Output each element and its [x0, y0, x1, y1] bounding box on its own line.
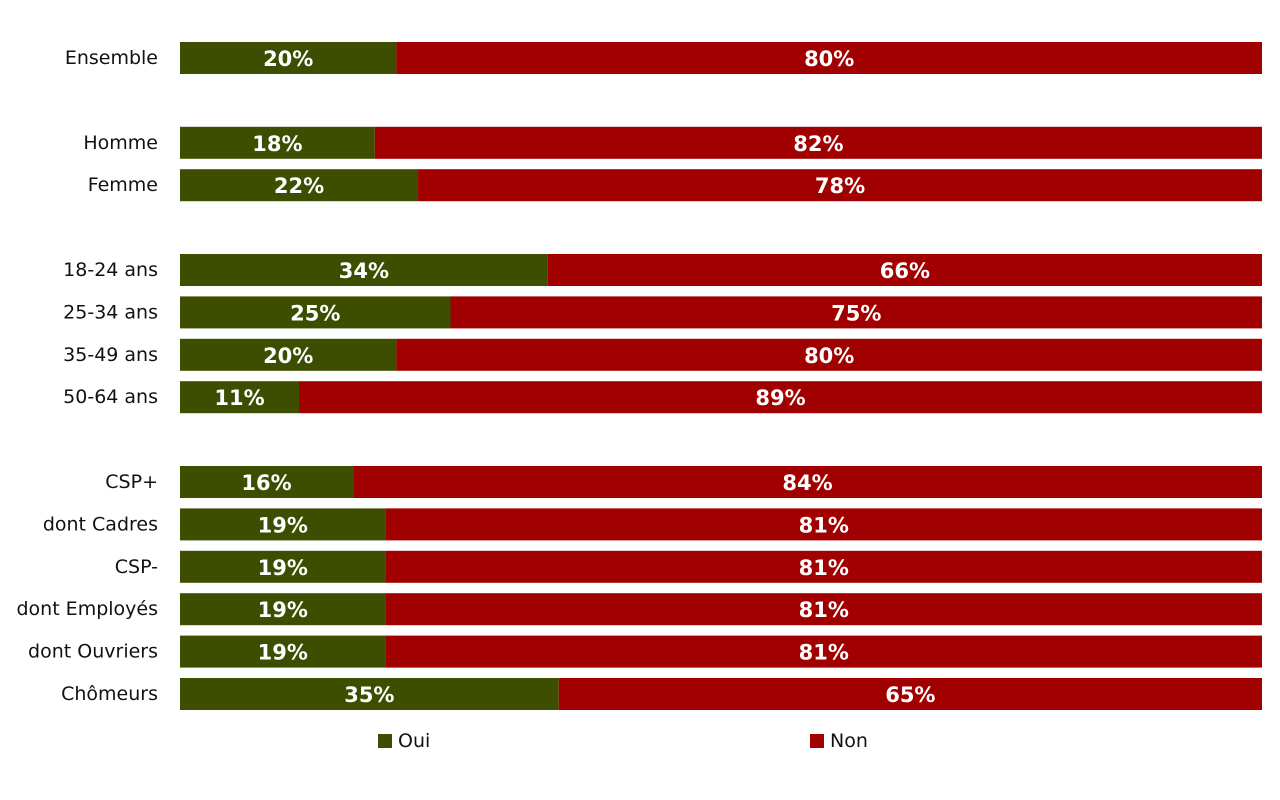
legend-item-oui: Oui — [378, 730, 430, 752]
value-label-non-dont-ouvriers: 81% — [799, 641, 849, 665]
category-label-50-64-ans: 50-64 ans — [63, 386, 158, 408]
value-label-oui-dont-cadres: 19% — [258, 513, 308, 537]
value-label-non-35-49-ans: 80% — [804, 344, 854, 368]
legend-swatch-non — [810, 734, 824, 748]
bar-oui-csp — [180, 466, 354, 498]
legend-swatch-oui — [378, 734, 392, 748]
bar-oui-homme — [180, 126, 375, 159]
category-label-35-49-ans: 35-49 ans — [63, 344, 158, 366]
bar-non-csp — [385, 550, 1263, 583]
category-label-ensemble: Ensemble — [65, 47, 158, 69]
category-label-dont-cadres: dont Cadres — [43, 513, 158, 535]
category-label-25-34-ans: 25-34 ans — [63, 301, 158, 323]
bar-oui-18-24-ans — [180, 254, 548, 286]
value-label-oui-csp: 19% — [258, 556, 308, 580]
value-label-oui-chomeurs: 35% — [344, 683, 394, 707]
category-label-csp: CSP+ — [105, 471, 158, 493]
value-label-non-18-24-ans: 66% — [880, 259, 930, 283]
value-label-oui-25-34-ans: 25% — [290, 301, 340, 325]
bar-oui-csp — [180, 550, 386, 583]
value-label-non-ensemble: 80% — [804, 47, 854, 71]
bar-oui-dont-ouvriers — [180, 635, 386, 668]
bar-oui-35-49-ans — [180, 338, 397, 371]
value-label-oui-femme: 22% — [274, 174, 324, 198]
value-label-oui-18-24-ans: 34% — [339, 259, 389, 283]
legend-label-oui: Oui — [398, 730, 431, 752]
bar-non-chomeurs — [558, 678, 1262, 710]
bar-non-35-49-ans — [396, 338, 1262, 371]
value-label-oui-dont-employes: 19% — [258, 598, 308, 622]
category-label-18-24-ans: 18-24 ans — [63, 259, 158, 281]
bar-oui-femme — [180, 169, 419, 202]
value-label-oui-35-49-ans: 20% — [263, 344, 313, 368]
bar-non-dont-ouvriers — [385, 635, 1263, 668]
value-label-non-homme: 82% — [793, 132, 843, 156]
category-label-dont-employes: dont Employés — [16, 598, 158, 620]
bar-oui-25-34-ans — [180, 296, 451, 329]
category-label-femme: Femme — [88, 174, 158, 196]
category-label-csp: CSP- — [115, 556, 158, 578]
value-label-non-chomeurs: 65% — [885, 683, 935, 707]
bar-non-18-24-ans — [547, 254, 1262, 286]
legend-label-non: Non — [830, 730, 868, 752]
bar-non-dont-employes — [385, 593, 1263, 626]
bar-non-csp — [353, 466, 1262, 498]
bar-non-homme — [374, 126, 1262, 159]
bar-non-25-34-ans — [450, 296, 1262, 329]
legend-item-non: Non — [810, 730, 868, 752]
value-label-non-50-64-ans: 89% — [755, 386, 805, 410]
value-label-oui-homme: 18% — [252, 132, 302, 156]
bar-oui-chomeurs — [180, 678, 559, 710]
category-label-dont-ouvriers: dont Ouvriers — [28, 641, 158, 663]
legend: Oui Non — [0, 730, 1280, 756]
value-label-non-dont-cadres: 81% — [799, 513, 849, 537]
value-label-oui-ensemble: 20% — [263, 47, 313, 71]
value-label-non-dont-employes: 81% — [799, 598, 849, 622]
value-label-oui-dont-ouvriers: 19% — [258, 641, 308, 665]
category-label-homme: Homme — [83, 132, 158, 154]
bar-non-femme — [418, 169, 1262, 202]
category-label-chomeurs: Chômeurs — [61, 683, 158, 705]
bar-oui-dont-employes — [180, 593, 386, 626]
value-label-non-femme: 78% — [815, 174, 865, 198]
value-label-oui-csp: 16% — [241, 471, 291, 495]
bar-oui-dont-cadres — [180, 508, 386, 541]
bar-oui-ensemble — [180, 42, 397, 74]
value-label-non-csp: 84% — [782, 471, 832, 495]
value-label-non-25-34-ans: 75% — [831, 301, 881, 325]
bar-non-50-64-ans — [299, 381, 1262, 414]
value-label-non-csp: 81% — [799, 556, 849, 580]
bar-non-dont-cadres — [385, 508, 1263, 541]
bar-non-ensemble — [396, 42, 1262, 74]
value-label-oui-50-64-ans: 11% — [214, 386, 264, 410]
bar-oui-50-64-ans — [180, 381, 300, 414]
